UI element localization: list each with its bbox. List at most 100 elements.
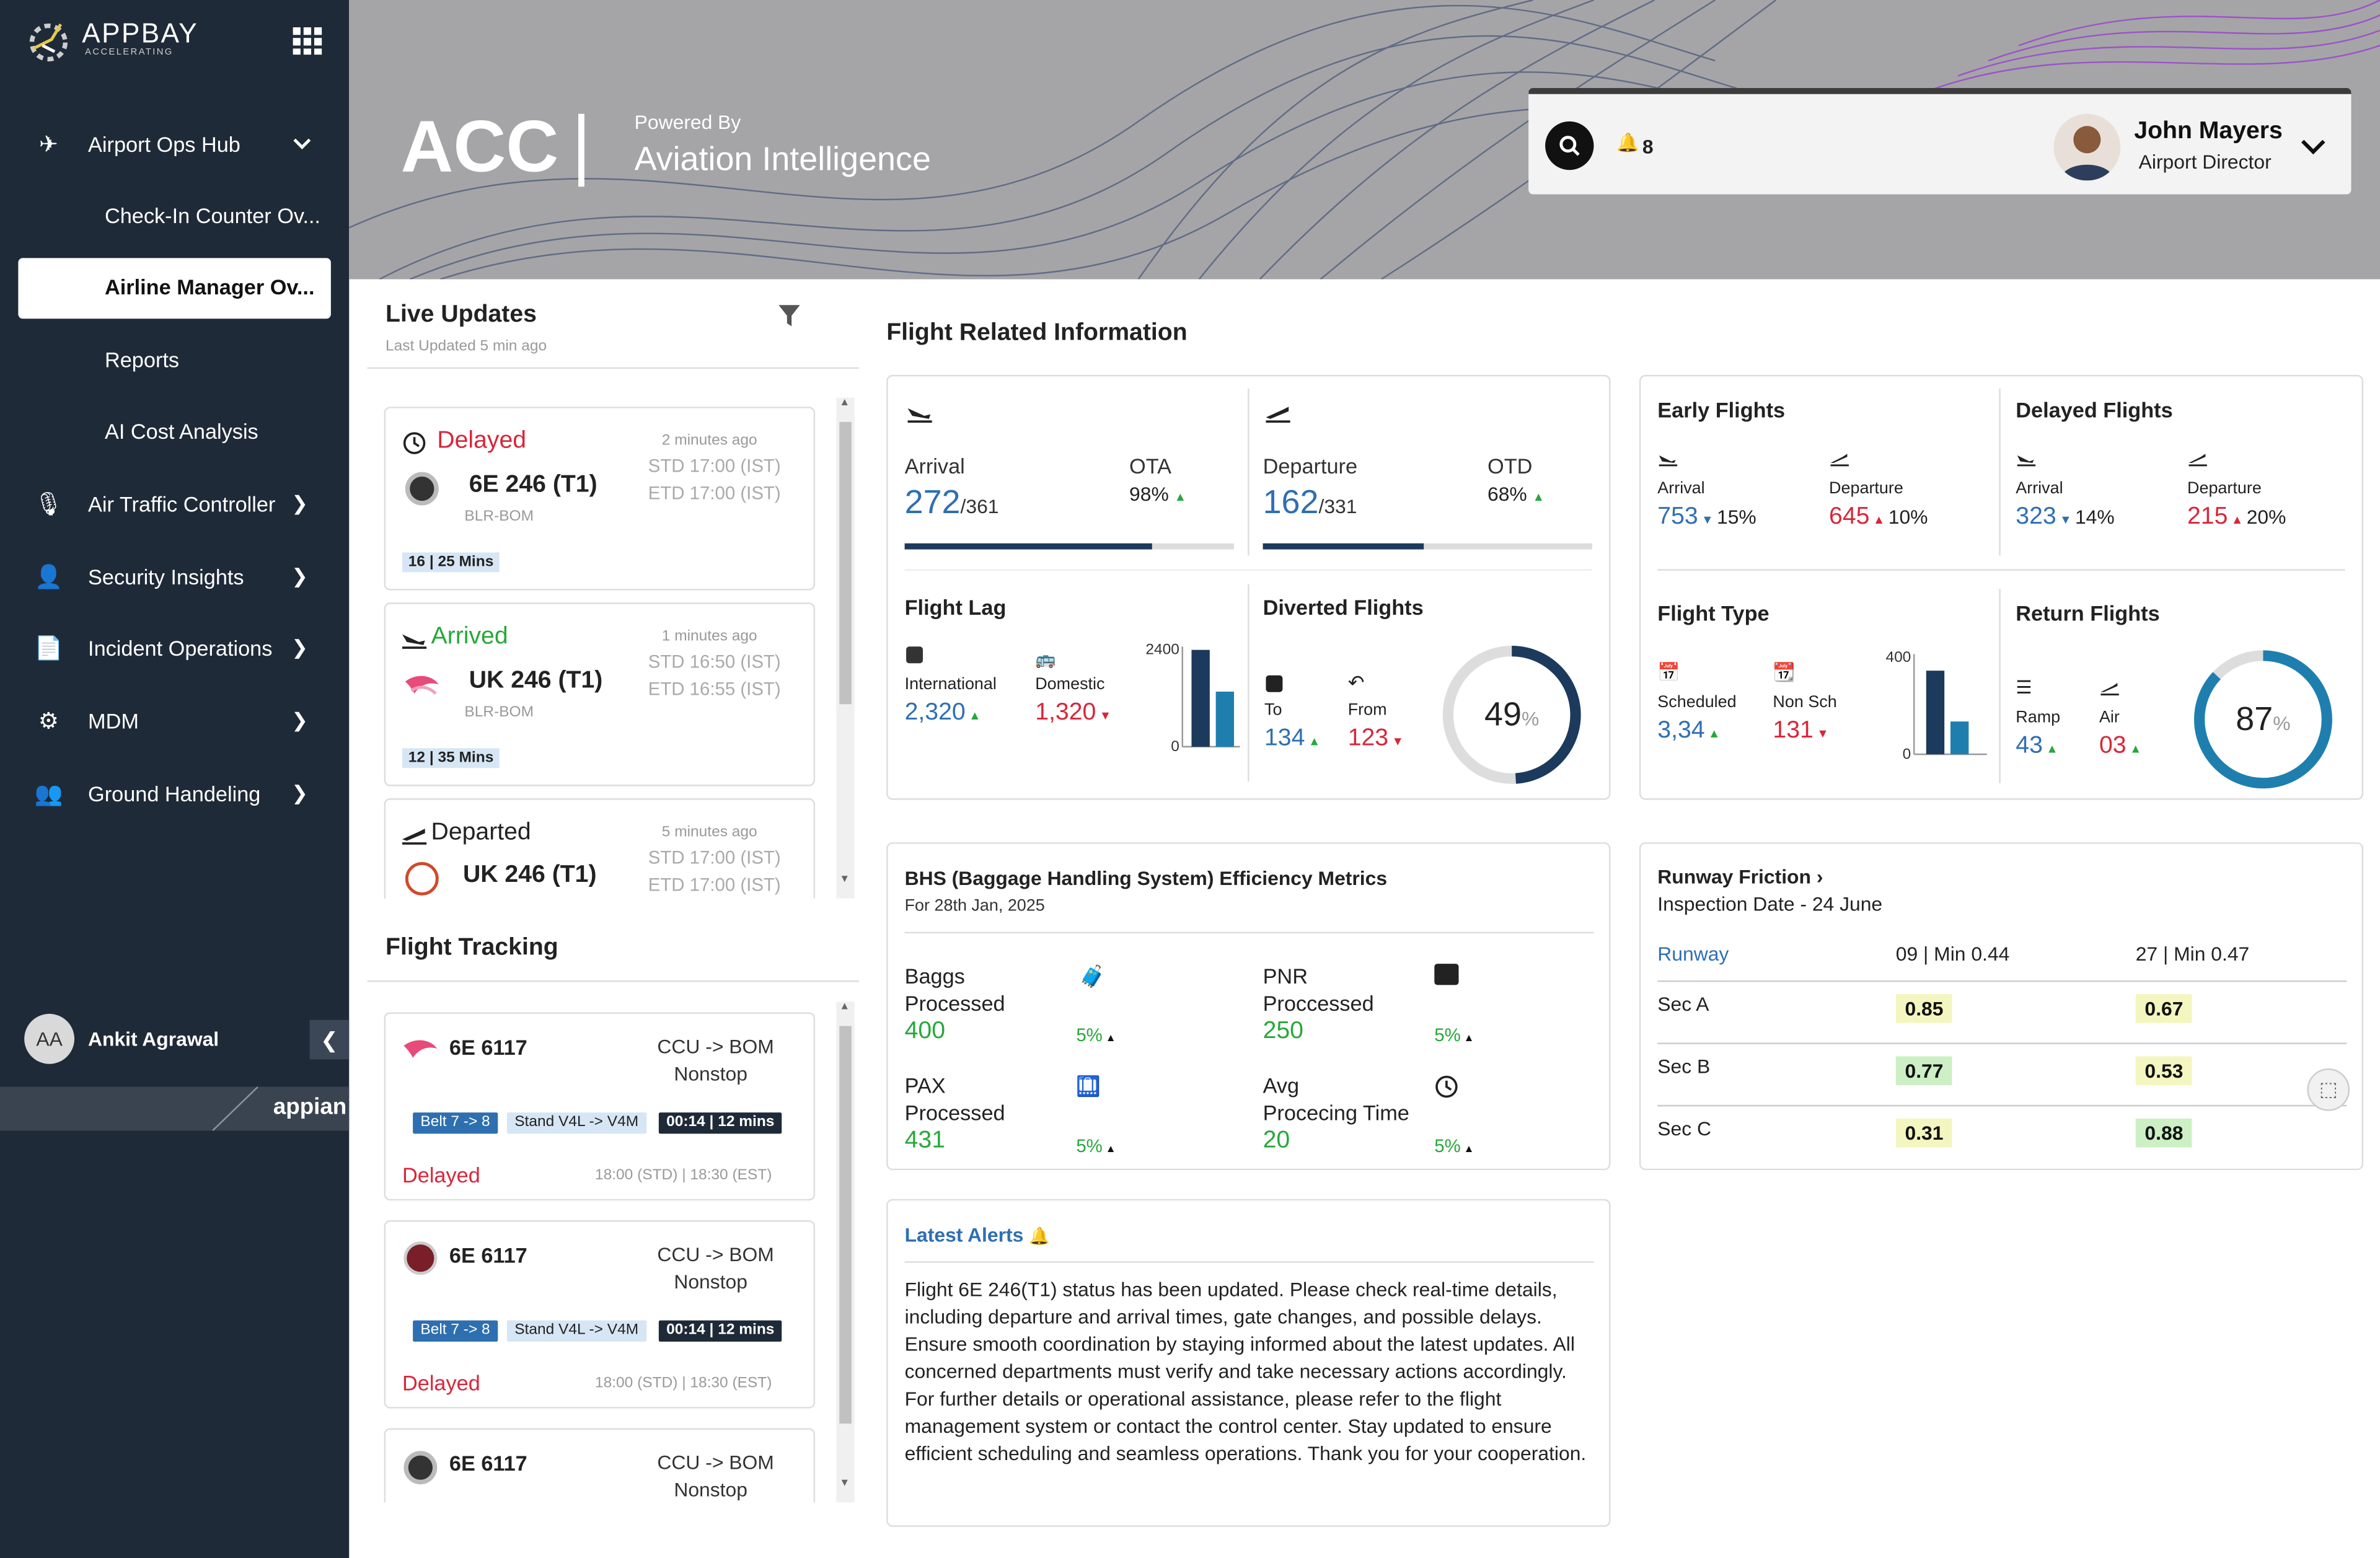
early-departure-value: 645 ▲ 10% — [1829, 504, 1928, 531]
bhs-date: For 28th Jan, 2025 — [904, 897, 1045, 915]
flight-tracking-card[interactable]: 6E 6117 CCU -> BOM Nonstop Belt 7 -> 8 S… — [384, 1220, 816, 1409]
row-divider — [904, 569, 1593, 571]
nav-ground-handling[interactable]: 👥 Ground Handeling ❯ — [0, 764, 349, 824]
flight-type: Nonstop — [674, 1270, 747, 1293]
route: CCU -> BOM — [657, 1035, 774, 1058]
header-subtitle: Aviation Intelligence — [634, 139, 931, 178]
nav-label: Air Traffic Controller — [88, 491, 276, 516]
live-updates-scrollbar[interactable]: ▲ ▼ — [836, 397, 855, 899]
trend-down-icon: ▼ — [1388, 734, 1404, 749]
diverted-from-count: 123 — [1347, 725, 1389, 752]
user-avatar[interactable]: AA — [24, 1013, 75, 1064]
chevron-down-icon[interactable] — [2299, 138, 2327, 156]
time-tag: 00:14 | 12 mins — [658, 1112, 782, 1134]
app-grid-icon[interactable] — [291, 26, 325, 56]
nav-sub-airline-manager[interactable]: Airline Manager Ov... — [104, 275, 315, 299]
users-icon: 👥 — [34, 781, 63, 808]
flight-tracking-list[interactable]: 6E 6117 CCU -> BOM Nonstop Belt 7 -> 8 S… — [368, 997, 859, 1503]
domestic-value: 1,320 ▼ — [1035, 700, 1111, 727]
air-count: 03 — [2099, 733, 2127, 759]
otd-value: 68% ▲ — [1488, 483, 1545, 506]
nav-incident[interactable]: 📄 Incident Operations ❯ — [0, 618, 349, 679]
bell-icon[interactable]: 🔔 — [1616, 132, 1639, 154]
live-updates-list[interactable]: Delayed 2 minutes ago 6E 246 (T1) BLR-BO… — [368, 393, 859, 899]
time-ago: 5 minutes ago — [661, 824, 757, 841]
flight-tracking-scrollbar[interactable]: ▲ ▼ — [836, 1001, 855, 1503]
collapse-sidebar-button[interactable]: ❮ — [309, 1019, 350, 1060]
diverted-to-count: 134 — [1264, 725, 1305, 752]
footer-divider-icon — [212, 1086, 258, 1131]
percent-sign: % — [2273, 711, 2291, 735]
ota-percent: 98% — [1129, 482, 1169, 506]
header-divider — [578, 113, 584, 187]
belt-tag: Belt 7 -> 8 — [413, 1112, 498, 1134]
select-cursor-button[interactable]: ⬚ — [2307, 1068, 2350, 1111]
friction-value: 0.31 — [1895, 1118, 1953, 1148]
pax-pct: 5% — [1076, 1135, 1103, 1157]
time-ago: 1 minutes ago — [661, 628, 757, 645]
trend-up-icon: ▲ — [1305, 734, 1321, 749]
scroll-down-icon[interactable]: ▼ — [839, 874, 850, 885]
nav-sub-reports[interactable]: Reports — [104, 347, 180, 372]
scroll-thumb[interactable] — [839, 421, 852, 705]
scroll-thumb[interactable] — [839, 1026, 852, 1424]
table-divider — [1657, 1104, 2347, 1107]
international-value: 2,320 ▲ — [905, 700, 981, 727]
route: BLR-BOM — [464, 508, 534, 526]
pax-trend: 5% ▲ — [1076, 1135, 1116, 1156]
user-avatar-photo[interactable] — [2053, 113, 2121, 181]
trend-up-icon: ▲ — [1869, 513, 1889, 527]
avg-label-2: Procecing Time — [1263, 1100, 1409, 1125]
ota-label: OTA — [1129, 454, 1172, 478]
flight-tracking-card[interactable]: 6E 6117 CCU -> BOM Nonstop Belt 7 -> 8 S… — [384, 1012, 816, 1201]
departure-progress-track — [1263, 543, 1593, 550]
nav-sub-checkin[interactable]: Check-In Counter Ov... — [104, 203, 321, 228]
pax-label-2: Processed — [904, 1100, 1005, 1125]
filter-icon[interactable] — [777, 304, 801, 328]
live-update-card[interactable]: Departed 5 minutes ago UK 246 (T1) STD 1… — [384, 798, 816, 899]
runway-title-link[interactable]: Runway Friction › — [1657, 865, 1823, 888]
scroll-up-icon[interactable]: ▲ — [839, 397, 850, 408]
clock-icon — [1435, 1075, 1458, 1098]
y-axis-max: 400 — [1885, 649, 1911, 666]
plane-departure-icon — [1266, 407, 1290, 423]
alerts-divider — [904, 1261, 1594, 1263]
early-arrival-label: Arrival — [1657, 479, 1705, 498]
box-icon — [1434, 964, 1459, 985]
trend-up-icon: ▲ — [2126, 742, 2142, 756]
live-updates-title: Live Updates — [386, 302, 537, 328]
nav-sub-ai-cost[interactable]: AI Cost Analysis — [104, 418, 258, 444]
live-update-card[interactable]: Delayed 2 minutes ago 6E 246 (T1) BLR-BO… — [384, 407, 816, 591]
baggs-trend: 5% ▲ — [1076, 1024, 1116, 1045]
bar-0 — [1191, 649, 1210, 747]
pnr-label-2: Proccessed — [1263, 991, 1374, 1016]
flight-tracking-card[interactable]: 6E 6117 CCU -> BOM Nonstop — [384, 1428, 816, 1503]
search-button[interactable] — [1545, 121, 1594, 170]
baggs-label-2: Processed — [904, 991, 1005, 1016]
airplane-icon: ✈ — [38, 132, 58, 158]
trend-up-icon: ▲ — [1460, 1033, 1474, 1044]
air-label: Air — [2099, 708, 2120, 728]
nav-label: Incident Operations — [88, 636, 273, 661]
alerts-title: Latest Alerts 🔔 — [905, 1223, 1050, 1246]
domestic-count: 1,320 — [1035, 699, 1096, 726]
brand-logo[interactable]: APPBAY ACCELERATING — [21, 15, 218, 69]
scroll-up-icon[interactable]: ▲ — [839, 1001, 850, 1013]
nav-air-traffic[interactable]: 🎙 Air Traffic Controller ❯ — [0, 473, 349, 534]
nav-security[interactable]: 👤 Security Insights ❯ — [0, 547, 349, 607]
bhs-card: BHS (Baggage Handling System) Efficiency… — [886, 842, 1611, 1171]
diverted-title: Diverted Flights — [1263, 595, 1424, 620]
plane-landing-icon — [1659, 455, 1678, 467]
plane-landing-icon — [907, 408, 932, 423]
status-label: Delayed — [402, 1162, 480, 1187]
trend-up-icon: ▲ — [1532, 490, 1545, 504]
live-update-card[interactable]: Arrived 1 minutes ago UK 246 (T1) BLR-BO… — [384, 602, 816, 786]
std-time: STD 17:00 (IST) — [648, 847, 781, 868]
nav-airport-ops-hub[interactable]: ✈ Airport Ops Hub — [0, 114, 349, 175]
nav-mdm[interactable]: ⚙ MDM ❯ — [0, 690, 349, 751]
scroll-down-icon[interactable]: ▼ — [839, 1478, 850, 1489]
status-label: Delayed — [437, 428, 527, 454]
to-label: To — [1264, 701, 1282, 720]
airline-logo-icon — [403, 1451, 438, 1485]
diverted-from-value: 123 ▼ — [1348, 726, 1404, 753]
